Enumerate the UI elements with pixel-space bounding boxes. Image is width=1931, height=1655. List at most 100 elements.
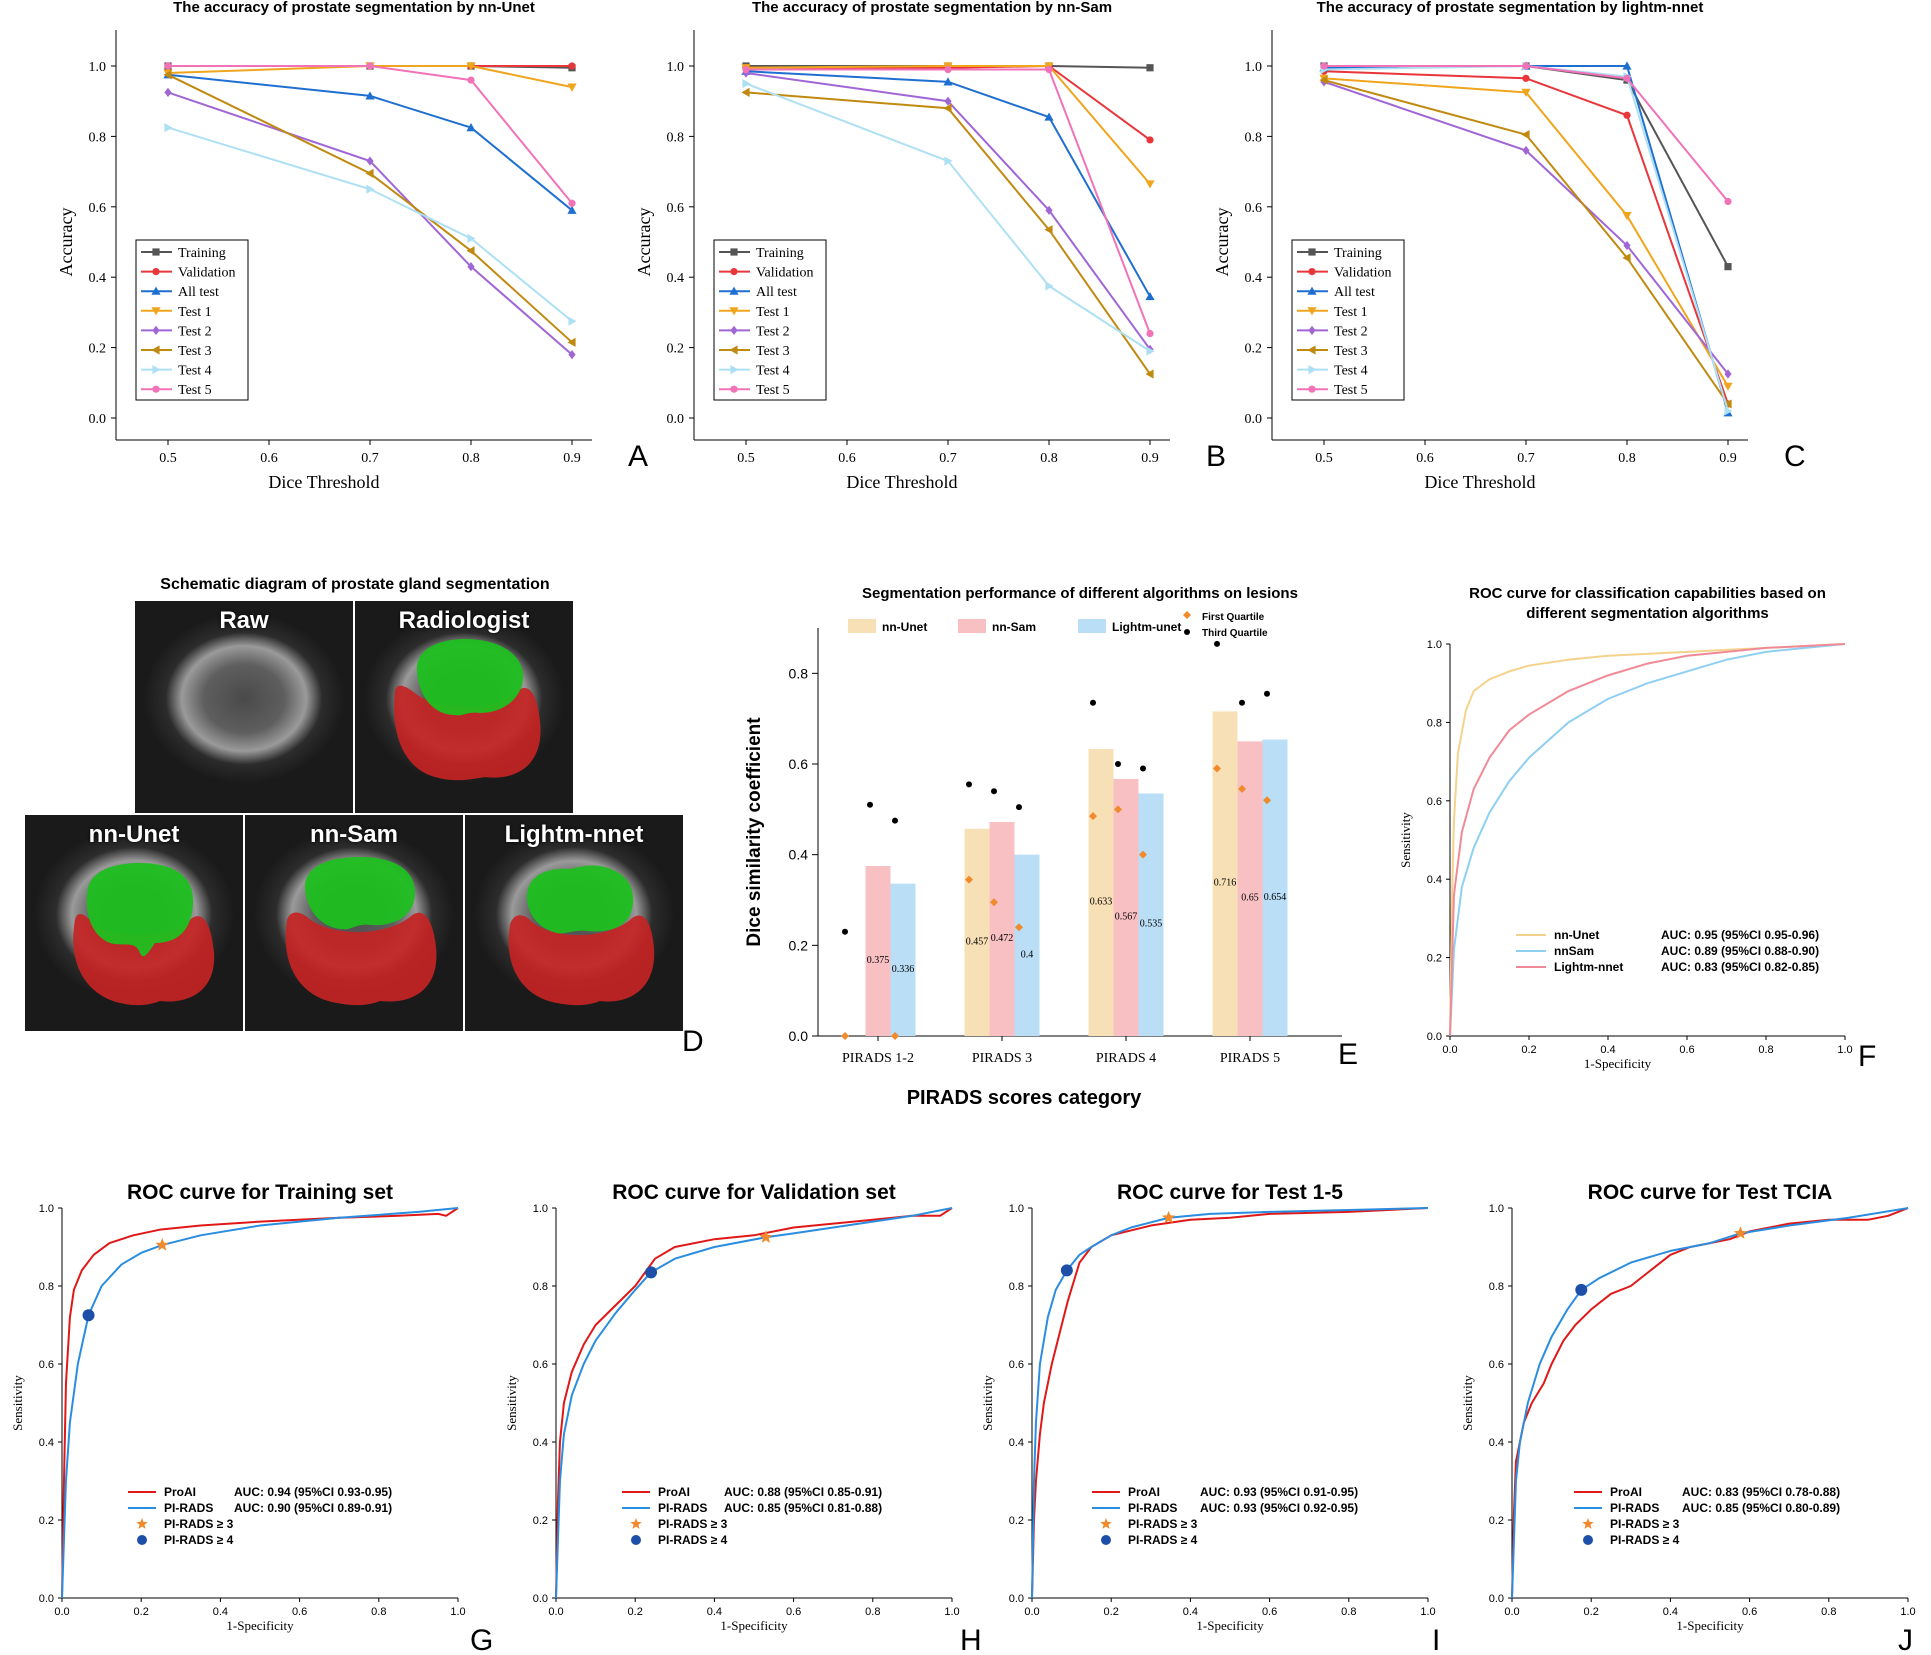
point-test-4: [944, 156, 953, 166]
first-quartile-marker: [1139, 850, 1147, 859]
category-label: PIRADS 1-2: [842, 1051, 914, 1066]
point-test-5: [164, 62, 172, 70]
accuracy-chart-b: The accuracy of prostate segmentation by…: [634, 0, 1226, 492]
legend-label: Validation: [178, 266, 236, 281]
legend-label: Test 1: [756, 305, 790, 320]
y-tick-label: 0.2: [789, 937, 809, 953]
y-tick-label: 0.6: [789, 756, 809, 772]
y-tick-label: 0.8: [1245, 130, 1263, 145]
point-test-4: [366, 184, 375, 194]
legend-label: Test 3: [178, 344, 212, 359]
mri-radiologist-label: Radiologist: [398, 607, 530, 634]
point-test-2: [1045, 205, 1053, 215]
legend-label: Test 4: [1334, 364, 1368, 379]
y-tick-label: 0.6: [1009, 1359, 1024, 1371]
y-axis-label: Dice similarity coefficient: [744, 717, 765, 947]
series-line-test-3: [1323, 79, 1729, 405]
legend-label: PI-RADS ≥ 3: [1610, 1517, 1680, 1531]
legend-marker: [1308, 365, 1317, 375]
y-tick-label: 0.0: [1427, 1031, 1442, 1043]
series-line-test-1: [1323, 77, 1729, 387]
bar-lightm-unet: [890, 883, 916, 1036]
bar-nn-unet: [1088, 749, 1114, 1036]
roc-line-proai: [1031, 1207, 1429, 1599]
legend-label: PI-RADS ≥ 4: [164, 1533, 234, 1547]
point-test-3: [741, 87, 750, 97]
legend-label: Test 2: [1334, 324, 1368, 339]
first-quartile-marker: [891, 1032, 899, 1040]
legend-marker: [152, 248, 160, 256]
y-tick-label: 0.4: [1009, 1437, 1024, 1449]
x-tick-label: 0.6: [838, 451, 856, 466]
y-tick-label: 0.0: [1245, 412, 1263, 427]
point-test-1: [466, 62, 476, 71]
bar-value-label: 0.472: [991, 933, 1014, 944]
panel-letter-h: H: [960, 1624, 982, 1655]
mri-nnsam: nn-Sam: [244, 814, 464, 1032]
y-tick-label: 0.0: [39, 1593, 54, 1605]
x-tick-label: 0.6: [292, 1606, 307, 1618]
legend-label: Test 1: [1334, 305, 1368, 320]
x-tick-label: 0.7: [361, 451, 379, 466]
point-test-2: [944, 96, 952, 106]
radiologist-mask: [394, 639, 541, 781]
legend-marker: [729, 307, 739, 316]
legend-marker: [730, 385, 738, 393]
roc-line-proai: [61, 1207, 459, 1599]
accuracy-chart-a: The accuracy of prostate segmentation by…: [56, 0, 648, 492]
y-tick-label: 0.8: [533, 1281, 548, 1293]
roc-line-lightm-nnet: [1449, 643, 1846, 1037]
first-quartile-marker: [1213, 764, 1221, 773]
legend-auc: AUC: 0.95 (95%CI 0.95-0.96): [1661, 928, 1819, 942]
y-tick-label: 1.0: [1245, 60, 1263, 75]
y-tick-label: 0.8: [667, 130, 685, 145]
legend-star: [1582, 1518, 1594, 1529]
point-validation: [568, 62, 576, 70]
legend-marker: [151, 307, 161, 316]
y-tick-label: 0.0: [667, 412, 685, 427]
x-axis-label: Dice Threshold: [846, 472, 957, 492]
legend-label: Test 5: [1334, 383, 1368, 398]
y-tick-label: 0.6: [89, 201, 107, 216]
legend-auc: AUC: 0.93 (95%CI 0.91-0.95): [1200, 1485, 1358, 1499]
point-all-test: [1622, 61, 1632, 70]
roc-line-proai: [1511, 1207, 1909, 1599]
point-test-5: [366, 62, 374, 70]
legend-marker: [1308, 385, 1316, 393]
legend-swatch-lightm-unet: [1078, 619, 1106, 633]
series-line-test-5: [746, 68, 1151, 334]
y-tick-label: 0.2: [1009, 1515, 1024, 1527]
x-tick-label: 1.0: [944, 1606, 959, 1618]
third-quartile-marker: [1090, 699, 1096, 706]
roc-line-proai: [555, 1207, 953, 1599]
legend-label: Test 4: [756, 364, 790, 379]
y-tick-label: 0.2: [1489, 1515, 1504, 1527]
point-all-test: [466, 123, 476, 132]
y-axis-label: Accuracy: [1212, 208, 1232, 277]
y-tick-label: 0.8: [1427, 717, 1442, 729]
first-quartile-marker: [965, 875, 973, 884]
lightm-mask: [508, 865, 655, 1006]
marker-pirads-4: [1575, 1283, 1588, 1296]
legend-auc: AUC: 0.88 (95%CI 0.85-0.91): [724, 1485, 882, 1499]
y-tick-label: 1.0: [1009, 1203, 1024, 1215]
y-axis-label: Sensitivity: [1398, 812, 1413, 868]
bar-value-label: 0.457: [966, 936, 989, 947]
legend-label: Validation: [1334, 266, 1392, 281]
first-quartile-marker: [990, 898, 998, 907]
legend-label: ProAI: [1610, 1485, 1642, 1499]
legend-swatch-nn-sam: [958, 619, 986, 633]
marker-pirads-3: [759, 1230, 773, 1243]
x-axis-label: PIRADS scores category: [907, 1087, 1142, 1109]
point-test-5: [742, 65, 750, 74]
legend-marker: [1307, 307, 1317, 316]
legend-auc: AUC: 0.94 (95%CI 0.93-0.95): [234, 1485, 392, 1499]
legend-label: PI-RADS ≥ 4: [658, 1533, 728, 1547]
mri-lightm: Lightm-nnet: [464, 814, 684, 1032]
y-tick-label: 0.6: [1427, 796, 1442, 808]
legend-dot: [137, 1535, 147, 1545]
legend-marker: [730, 268, 738, 276]
y-tick-label: 0.4: [89, 271, 107, 286]
third-quartile-marker: [1214, 640, 1220, 647]
